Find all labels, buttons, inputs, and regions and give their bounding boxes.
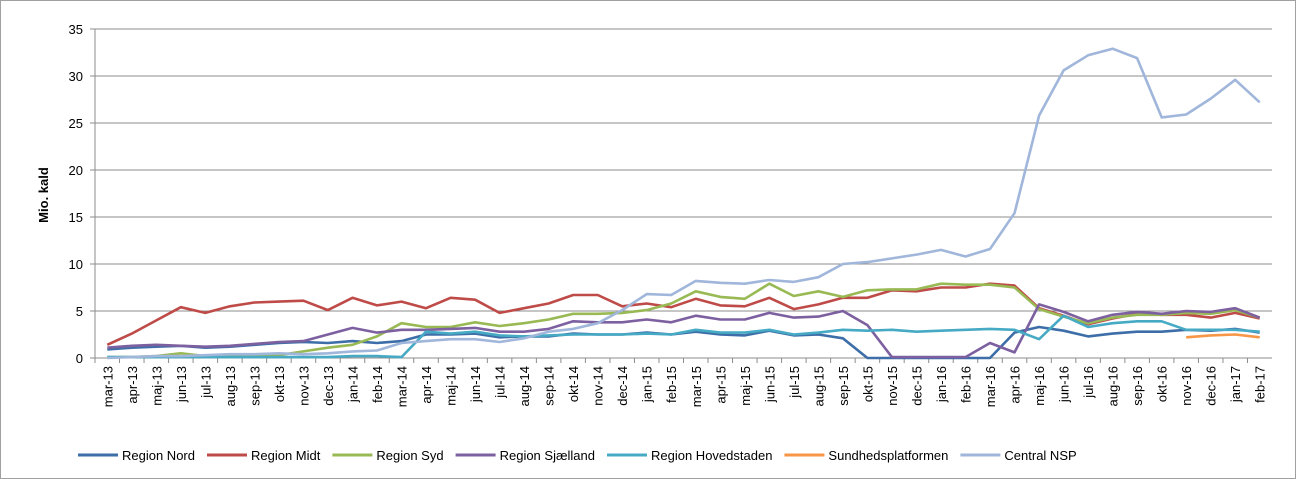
x-tick-label: jan-16 — [934, 366, 949, 403]
x-tick-label: jul-14 — [493, 366, 508, 399]
y-tick-label: 25 — [69, 116, 83, 131]
legend-label: Region Nord — [122, 448, 195, 463]
y-tick-label: 0 — [76, 351, 83, 366]
x-tick-label: apr-16 — [1008, 366, 1023, 404]
x-tick-label: okt-15 — [860, 366, 875, 402]
x-tick-label: mar-13 — [100, 366, 115, 407]
x-tick-label: jun-13 — [174, 366, 189, 403]
y-tick-label: 20 — [69, 163, 83, 178]
x-tick-label: feb-16 — [958, 366, 973, 403]
x-tick-label: mar-15 — [689, 366, 704, 407]
y-axis-title: Mio. kald — [36, 167, 51, 223]
x-tick-label: apr-14 — [419, 366, 434, 404]
x-tick-label: feb-15 — [664, 366, 679, 403]
series-line — [1186, 333, 1260, 339]
x-tick-label: mar-14 — [395, 366, 410, 407]
x-tick-label: nov-13 — [296, 366, 311, 406]
x-tick-label: jun-15 — [762, 366, 777, 403]
legend-label: Region Syd — [376, 448, 443, 463]
y-tick-label: 5 — [76, 304, 83, 319]
x-tick-label: nov-16 — [1179, 366, 1194, 406]
x-tick-label: mar-16 — [983, 366, 998, 407]
y-tick-label: 10 — [69, 257, 83, 272]
legend-label: Region Hovedstaden — [651, 448, 772, 463]
x-tick-label: sep-16 — [1130, 366, 1145, 406]
x-tick-label: apr-13 — [125, 366, 140, 404]
x-tick-label: feb-14 — [370, 366, 385, 403]
x-tick-label: dec-14 — [615, 366, 630, 406]
x-tick-label: jan-15 — [640, 366, 655, 403]
x-tick-label: jan-17 — [1228, 366, 1243, 403]
x-tick-label: aug-14 — [517, 366, 532, 406]
x-tick-label: okt-14 — [566, 366, 581, 402]
x-tick-label: aug-15 — [811, 366, 826, 406]
x-tick-label: sep-14 — [542, 366, 557, 406]
legend-label: Region Sjælland — [500, 448, 595, 463]
x-tick-label: jul-13 — [198, 366, 213, 399]
x-tick-label: nov-15 — [885, 366, 900, 406]
x-tick-label: apr-15 — [713, 366, 728, 404]
x-tick-label: aug-13 — [223, 366, 238, 406]
x-tick-label: sep-15 — [836, 366, 851, 406]
x-tick-label: jun-16 — [1057, 366, 1072, 403]
x-tick-label: okt-13 — [272, 366, 287, 402]
x-tick-label: sep-13 — [247, 366, 262, 406]
y-tick-label: 30 — [69, 69, 83, 84]
x-tick-label: jul-16 — [1081, 366, 1096, 399]
series-line — [107, 47, 1261, 360]
x-tick-label: feb-17 — [1253, 366, 1268, 403]
legend-label: Central NSP — [1004, 448, 1076, 463]
x-tick-label: dec-16 — [1204, 366, 1219, 406]
x-tick-label: dec-15 — [909, 366, 924, 406]
x-tick-label: maj-14 — [444, 366, 459, 406]
x-tick-label: aug-16 — [1106, 366, 1121, 406]
series-line — [107, 303, 1261, 359]
x-tick-label: okt-16 — [1155, 366, 1170, 402]
x-tick-label: maj-16 — [1032, 366, 1047, 406]
y-tick-label: 15 — [69, 210, 83, 225]
x-tick-label: maj-15 — [738, 366, 753, 406]
series-line — [107, 314, 1260, 359]
legend-label: Sundhedsplatformen — [828, 448, 948, 463]
x-tick-label: jul-15 — [787, 366, 802, 399]
x-tick-label: dec-13 — [321, 366, 336, 406]
y-tick-label: 35 — [69, 22, 83, 37]
x-tick-label: jun-14 — [468, 366, 483, 403]
x-tick-label: jan-14 — [345, 366, 360, 403]
x-tick-label: nov-14 — [591, 366, 606, 406]
legend-label: Region Midt — [251, 448, 321, 463]
x-tick-label: maj-13 — [149, 366, 164, 406]
